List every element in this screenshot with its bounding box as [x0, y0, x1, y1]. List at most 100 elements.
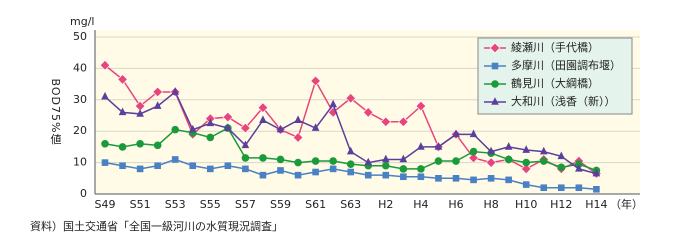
- point: [485, 157, 497, 168]
- point: [171, 125, 179, 134]
- point: [259, 171, 267, 179]
- point: [241, 140, 250, 149]
- point: [117, 74, 128, 85]
- point: [136, 139, 144, 148]
- x-axis-label: （年）: [610, 197, 643, 211]
- point: [206, 133, 215, 142]
- point: [522, 181, 530, 188]
- point: [593, 185, 600, 193]
- point: [118, 107, 127, 116]
- point: [311, 157, 320, 165]
- point: [224, 123, 232, 131]
- point: [240, 122, 251, 134]
- point: [489, 42, 501, 54]
- y-tick-label: 40: [73, 61, 87, 74]
- point: [153, 101, 162, 109]
- point: [242, 165, 249, 173]
- legend-label: 鶴見川（大綱橋）: [511, 76, 599, 90]
- point: [399, 154, 408, 163]
- point: [171, 87, 179, 95]
- point: [557, 151, 566, 160]
- point: [346, 146, 355, 155]
- point: [276, 155, 285, 164]
- point: [470, 176, 477, 184]
- point: [277, 167, 284, 174]
- point: [153, 141, 162, 150]
- point: [224, 162, 232, 170]
- x-tick-label: H6: [448, 198, 463, 211]
- point: [294, 158, 302, 167]
- point: [329, 165, 337, 173]
- point: [101, 139, 109, 148]
- point: [504, 142, 513, 150]
- point: [520, 163, 532, 175]
- point: [539, 146, 548, 155]
- point: [136, 165, 144, 173]
- point: [468, 152, 479, 164]
- x-tick-label: S53: [165, 198, 186, 211]
- point: [592, 168, 601, 177]
- point: [469, 129, 478, 138]
- point: [329, 99, 337, 108]
- point: [292, 132, 304, 143]
- point: [452, 175, 460, 182]
- point: [152, 86, 163, 98]
- point: [452, 157, 460, 165]
- point: [491, 80, 499, 88]
- point: [276, 124, 285, 133]
- point: [294, 115, 302, 124]
- point: [364, 171, 372, 179]
- point: [417, 142, 425, 150]
- point: [491, 97, 499, 105]
- point: [417, 165, 425, 173]
- x-tick-label: S57: [235, 198, 256, 211]
- point: [363, 107, 374, 118]
- x-tick-label: H2: [378, 198, 393, 211]
- x-tick-label: S59: [270, 198, 291, 211]
- x-tick-label: S63: [340, 198, 361, 211]
- point: [119, 162, 126, 170]
- point: [522, 145, 530, 153]
- x-tick-label: H12: [550, 198, 572, 211]
- point: [382, 171, 390, 179]
- source: 資料）国土交通省「全国一級河川の水質現況調査」: [30, 219, 283, 233]
- point: [101, 91, 109, 100]
- point: [101, 159, 109, 166]
- point: [347, 168, 354, 176]
- x-tick-label: H10: [515, 198, 537, 211]
- x-tick-label: H4: [413, 198, 428, 211]
- point: [327, 107, 339, 118]
- point: [435, 175, 442, 182]
- point: [364, 157, 373, 166]
- legend-label: 多摩川（田園調布堰）: [511, 58, 621, 72]
- point: [504, 155, 513, 164]
- point: [398, 116, 409, 128]
- point: [310, 75, 321, 87]
- point: [154, 162, 161, 170]
- point: [380, 116, 392, 128]
- point: [491, 62, 499, 70]
- point: [171, 156, 179, 163]
- point: [189, 162, 197, 170]
- point: [206, 118, 215, 127]
- point: [434, 157, 443, 165]
- point: [345, 93, 356, 104]
- point: [575, 184, 583, 192]
- y-tick-label: 50: [73, 30, 87, 43]
- point: [382, 161, 390, 170]
- point: [118, 143, 127, 151]
- point: [188, 124, 197, 133]
- legend-label: 綾瀬川（手代橋）: [511, 40, 599, 54]
- point: [522, 158, 530, 167]
- point: [469, 147, 478, 156]
- point: [259, 115, 267, 124]
- x-tick-label: H8: [483, 198, 498, 211]
- point: [575, 164, 583, 172]
- point: [241, 154, 250, 162]
- legend-label: 大和川（浅香（新））: [511, 94, 616, 108]
- point: [452, 129, 460, 138]
- point: [222, 111, 234, 123]
- y-axis-label: BOD75%値: [49, 79, 62, 146]
